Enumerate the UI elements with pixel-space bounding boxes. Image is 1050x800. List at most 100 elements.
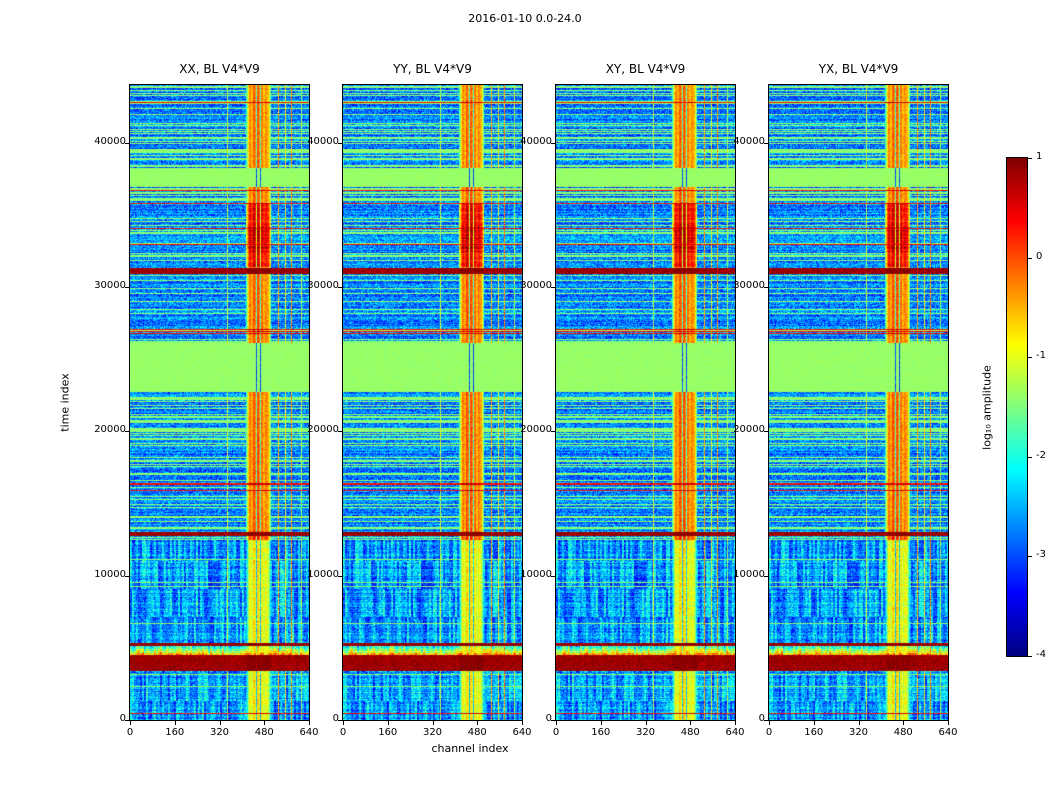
y-tick-label: 40000 [520, 135, 552, 147]
heatmap-canvas [343, 85, 522, 720]
panel-title: XX, BL V4*V9 [179, 62, 260, 76]
x-tick-label: 480 [254, 727, 274, 738]
x-tick-mark [813, 721, 815, 725]
y-tick-mark [338, 431, 342, 433]
x-tick-label: 160 [804, 727, 824, 738]
y-tick-label: 0 [332, 713, 339, 724]
y-tick-mark [338, 575, 342, 577]
y-tick-mark [338, 142, 342, 144]
y-tick-label: 40000 [733, 135, 765, 147]
x-tick-mark [690, 721, 692, 725]
x-tick-mark [174, 721, 176, 725]
x-tick-mark [343, 721, 344, 725]
y-tick-label: 40000 [307, 135, 339, 147]
heatmap-panel [555, 84, 736, 721]
y-tick-label: 30000 [307, 280, 339, 292]
x-tick-label: 480 [467, 727, 487, 738]
x-tick-label: 640 [938, 727, 958, 738]
panel-title: YY, BL V4*V9 [393, 62, 472, 76]
y-tick-mark [125, 720, 129, 721]
heatmap-canvas [556, 85, 735, 720]
x-tick-mark [858, 721, 860, 725]
x-tick-mark [264, 721, 266, 725]
x-tick-label: 0 [339, 727, 347, 738]
y-tick-label: 30000 [94, 280, 126, 292]
x-tick-mark [387, 721, 389, 725]
panel-title: XY, BL V4*V9 [605, 62, 686, 76]
colorbar-gradient [1007, 158, 1027, 656]
colorbar-tick-label: -1 [1036, 350, 1046, 362]
y-tick-label: 10000 [307, 568, 339, 580]
y-tick-mark [764, 142, 768, 144]
colorbar-tick-mark [1028, 656, 1032, 657]
y-tick-mark [764, 431, 768, 433]
y-tick-mark [551, 287, 555, 289]
x-tick-label: 320 [635, 727, 656, 738]
x-tick-label: 480 [893, 727, 913, 738]
y-tick-label: 20000 [520, 424, 552, 436]
x-tick-mark [903, 721, 905, 725]
y-tick-mark [764, 720, 768, 721]
colorbar-tick-label: 1 [1036, 151, 1043, 162]
x-tick-mark [556, 721, 557, 725]
y-tick-label: 10000 [94, 568, 126, 580]
heatmap-panel [129, 84, 310, 721]
x-tick-mark [432, 721, 434, 725]
heatmap-canvas [130, 85, 309, 720]
colorbar-tick-label: -3 [1036, 549, 1046, 561]
heatmap-panel [342, 84, 523, 721]
colorbar [1006, 157, 1028, 657]
colorbar-tick-mark [1028, 357, 1032, 359]
x-tick-mark [477, 721, 479, 725]
y-tick-label: 30000 [733, 280, 765, 292]
y-tick-mark [125, 575, 129, 577]
x-tick-label: 320 [209, 727, 230, 738]
x-tick-mark [645, 721, 647, 725]
x-tick-label: 0 [765, 727, 773, 738]
y-tick-label: 0 [545, 713, 552, 724]
x-tick-label: 320 [422, 727, 443, 738]
panel-title: YX, BL V4*V9 [818, 62, 899, 76]
colorbar-tick-mark [1028, 456, 1032, 458]
x-tick-label: 320 [848, 727, 869, 738]
x-tick-mark [769, 721, 770, 725]
y-tick-mark [551, 142, 555, 144]
x-tick-label: 0 [126, 727, 134, 738]
x-tick-label: 160 [165, 727, 185, 738]
colorbar-tick-mark [1028, 556, 1032, 558]
y-tick-mark [551, 720, 555, 721]
colorbar-tick-label: -4 [1036, 649, 1046, 660]
y-tick-label: 20000 [733, 424, 765, 436]
x-tick-label: 640 [512, 727, 532, 738]
colorbar-tick-mark [1028, 257, 1032, 259]
y-tick-mark [125, 142, 129, 144]
y-tick-label: 10000 [733, 568, 765, 580]
x-tick-mark [735, 721, 736, 725]
x-axis-label: channel index [431, 742, 509, 755]
y-tick-mark [764, 575, 768, 577]
y-tick-label: 0 [119, 713, 126, 724]
y-tick-mark [338, 720, 342, 721]
x-tick-label: 160 [591, 727, 611, 738]
colorbar-label: log₁₀ amplitude [980, 365, 994, 450]
x-tick-mark [130, 721, 131, 725]
x-tick-label: 480 [680, 727, 700, 738]
x-tick-label: 640 [725, 727, 745, 738]
x-tick-mark [522, 721, 523, 725]
y-tick-mark [551, 431, 555, 433]
colorbar-tick-label: 0 [1036, 250, 1043, 262]
colorbar-tick-mark [1028, 158, 1032, 159]
y-tick-mark [125, 431, 129, 433]
x-tick-label: 640 [299, 727, 319, 738]
y-tick-label: 20000 [307, 424, 339, 436]
y-tick-mark [125, 287, 129, 289]
heatmap-canvas [769, 85, 948, 720]
figure-title: 2016-01-10 0.0-24.0 [468, 12, 582, 25]
x-tick-label: 0 [552, 727, 560, 738]
y-axis-label: time index [58, 373, 72, 432]
x-tick-mark [600, 721, 602, 725]
x-tick-mark [948, 721, 949, 725]
y-tick-label: 30000 [520, 280, 552, 292]
y-tick-label: 40000 [94, 135, 126, 147]
